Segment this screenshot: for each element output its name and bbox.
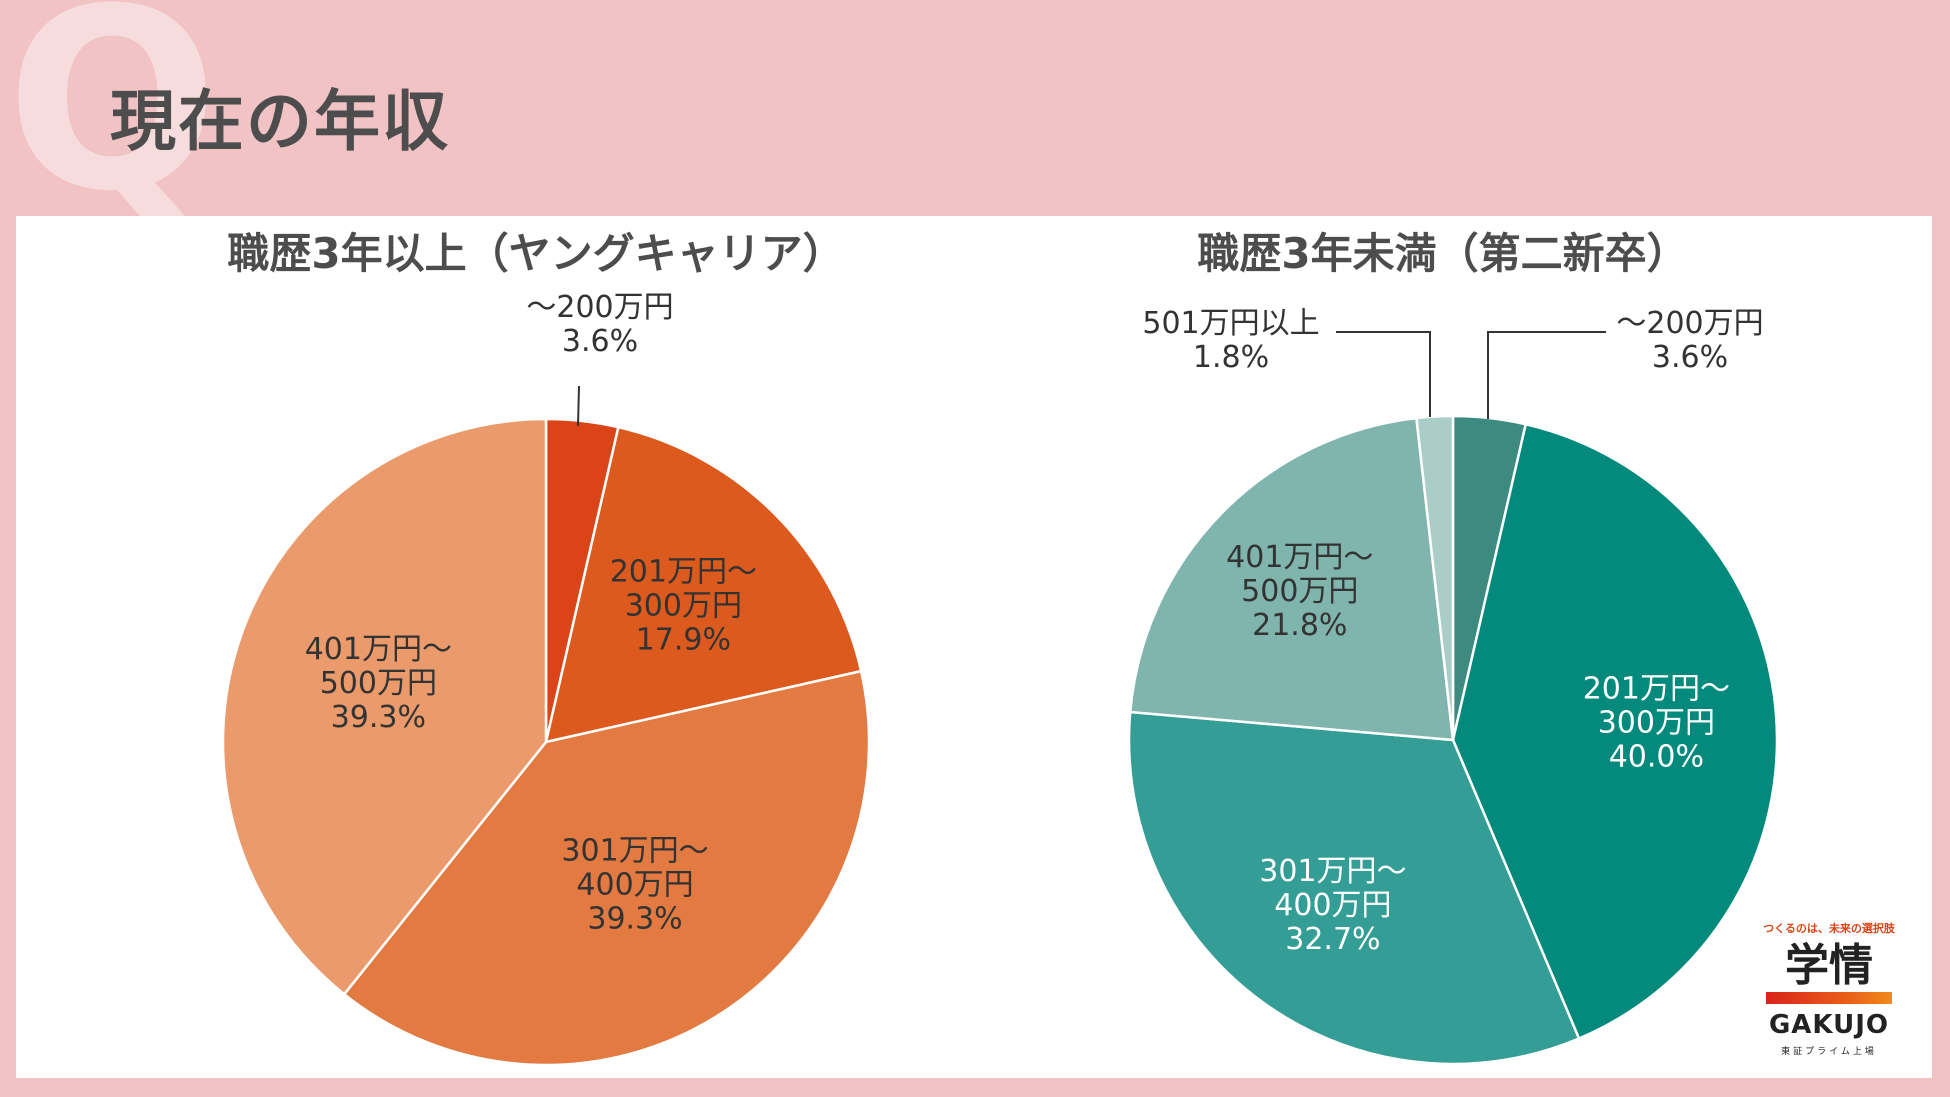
pie-callout-1-4: 501万円以上 1.8%	[1142, 306, 1319, 375]
pie-label-0-1-line: 300万円	[625, 588, 742, 623]
brand-color-bar	[1766, 992, 1892, 1004]
pie-chart-young-career: 201万円～ 300万円 17.9%301万円～ 400万円 39.3%401万円～ 50…	[221, 290, 871, 1067]
pie-label-1-1-line: 300万円	[1598, 705, 1715, 740]
pie-slice-1-1	[1451, 422, 1779, 1041]
page-title: 現在の年収	[110, 83, 450, 160]
pie-label-0-2-line: 301万円～	[561, 833, 708, 868]
pie-slice-0-1	[544, 425, 863, 744]
pie-chart-second-graduate: 201万円～ 300万円 40.0%301万円～ 400万円 32.7%401万円～ 50…	[1127, 306, 1779, 1066]
leader-line-0-0	[577, 385, 580, 427]
chart-card: 職歴3年以上（ヤングキャリア） 職歴3年未満（第二新卒） 201万円～ 300万円…	[16, 216, 1932, 1078]
pie-callout-1-4-line: 501万円以上	[1142, 306, 1319, 341]
gakujo-logo: つくるのは、未来の選択肢 学情 GAKUJO 東証プライム上場	[1754, 920, 1904, 1057]
pie-label-0-2-line: 400万円	[576, 867, 693, 902]
leader-line-1-4	[1336, 331, 1431, 417]
pie-label-0-1-line: 17.9%	[636, 622, 731, 657]
pie-callout-1-0-line: ～200万円	[1616, 306, 1763, 341]
brand-tagline: つくるのは、未来の選択肢	[1763, 921, 1895, 935]
q-watermark-icon: Q	[6, 0, 219, 246]
pie-slice-1-3	[1128, 416, 1455, 742]
pie-label-1-1-line: 201万円～	[1583, 671, 1730, 706]
chart-title-young-career: 職歴3年以上（ヤングキャリア）	[227, 229, 844, 278]
pie-callout-0-0-line: ～200万円	[526, 290, 673, 325]
pie-label-0-3: 401万円～ 500万円 39.3%	[305, 632, 452, 735]
pie-callout-1-0: ～200万円 3.6%	[1616, 306, 1763, 375]
brand-roman: GAKUJO	[1768, 1010, 1890, 1040]
pie-charts-canvas: 職歴3年以上（ヤングキャリア） 職歴3年未満（第二新卒） 201万円～ 300万円…	[221, 229, 1779, 1067]
pie-callout-0-0-line: 3.6%	[562, 324, 638, 359]
leader-line-1-0	[1487, 331, 1606, 419]
pie-label-1-2-line: 32.7%	[1285, 922, 1380, 957]
pie-callout-1-4-line: 1.8%	[1193, 340, 1269, 375]
pie-slice-1-2	[1127, 710, 1581, 1066]
pie-label-0-3-line: 401万円～	[305, 632, 452, 667]
pie-label-0-3-line: 39.3%	[331, 700, 426, 735]
pie-label-0-3-line: 500万円	[320, 666, 437, 701]
pie-label-1-2-line: 400万円	[1274, 888, 1391, 923]
pie-label-1-3-line: 500万円	[1241, 574, 1358, 609]
pie-slice-0-2	[342, 669, 871, 1067]
pie-slice-1-4	[1415, 414, 1455, 741]
pie-callout-0-0: ～200万円 3.6%	[526, 290, 673, 359]
pie-label-1-3-line: 401万円～	[1226, 540, 1373, 575]
pie-label-1-2: 301万円～ 400万円 32.7%	[1259, 854, 1406, 957]
pie-label-0-2: 301万円～ 400万円 39.3%	[561, 833, 708, 936]
pie-label-0-1: 201万円～ 300万円 17.9%	[610, 554, 757, 657]
pie-label-1-1: 201万円～ 300万円 40.0%	[1583, 671, 1730, 774]
pie-label-0-2-line: 39.3%	[587, 901, 682, 936]
pie-label-0-1-line: 201万円～	[610, 554, 757, 589]
pie-label-1-1-line: 40.0%	[1609, 739, 1704, 774]
chart-title-second-graduate: 職歴3年未満（第二新卒）	[1197, 229, 1688, 278]
brand-kanji: 学情	[1785, 939, 1873, 991]
pie-callout-1-0-line: 3.6%	[1652, 340, 1728, 375]
pie-slice-0-3	[221, 417, 548, 996]
brand-listing: 東証プライム上場	[1781, 1047, 1877, 1057]
pie-label-1-2-line: 301万円～	[1259, 854, 1406, 889]
pie-label-1-3-line: 21.8%	[1252, 608, 1347, 643]
pie-label-1-3: 401万円～ 500万円 21.8%	[1226, 540, 1373, 643]
